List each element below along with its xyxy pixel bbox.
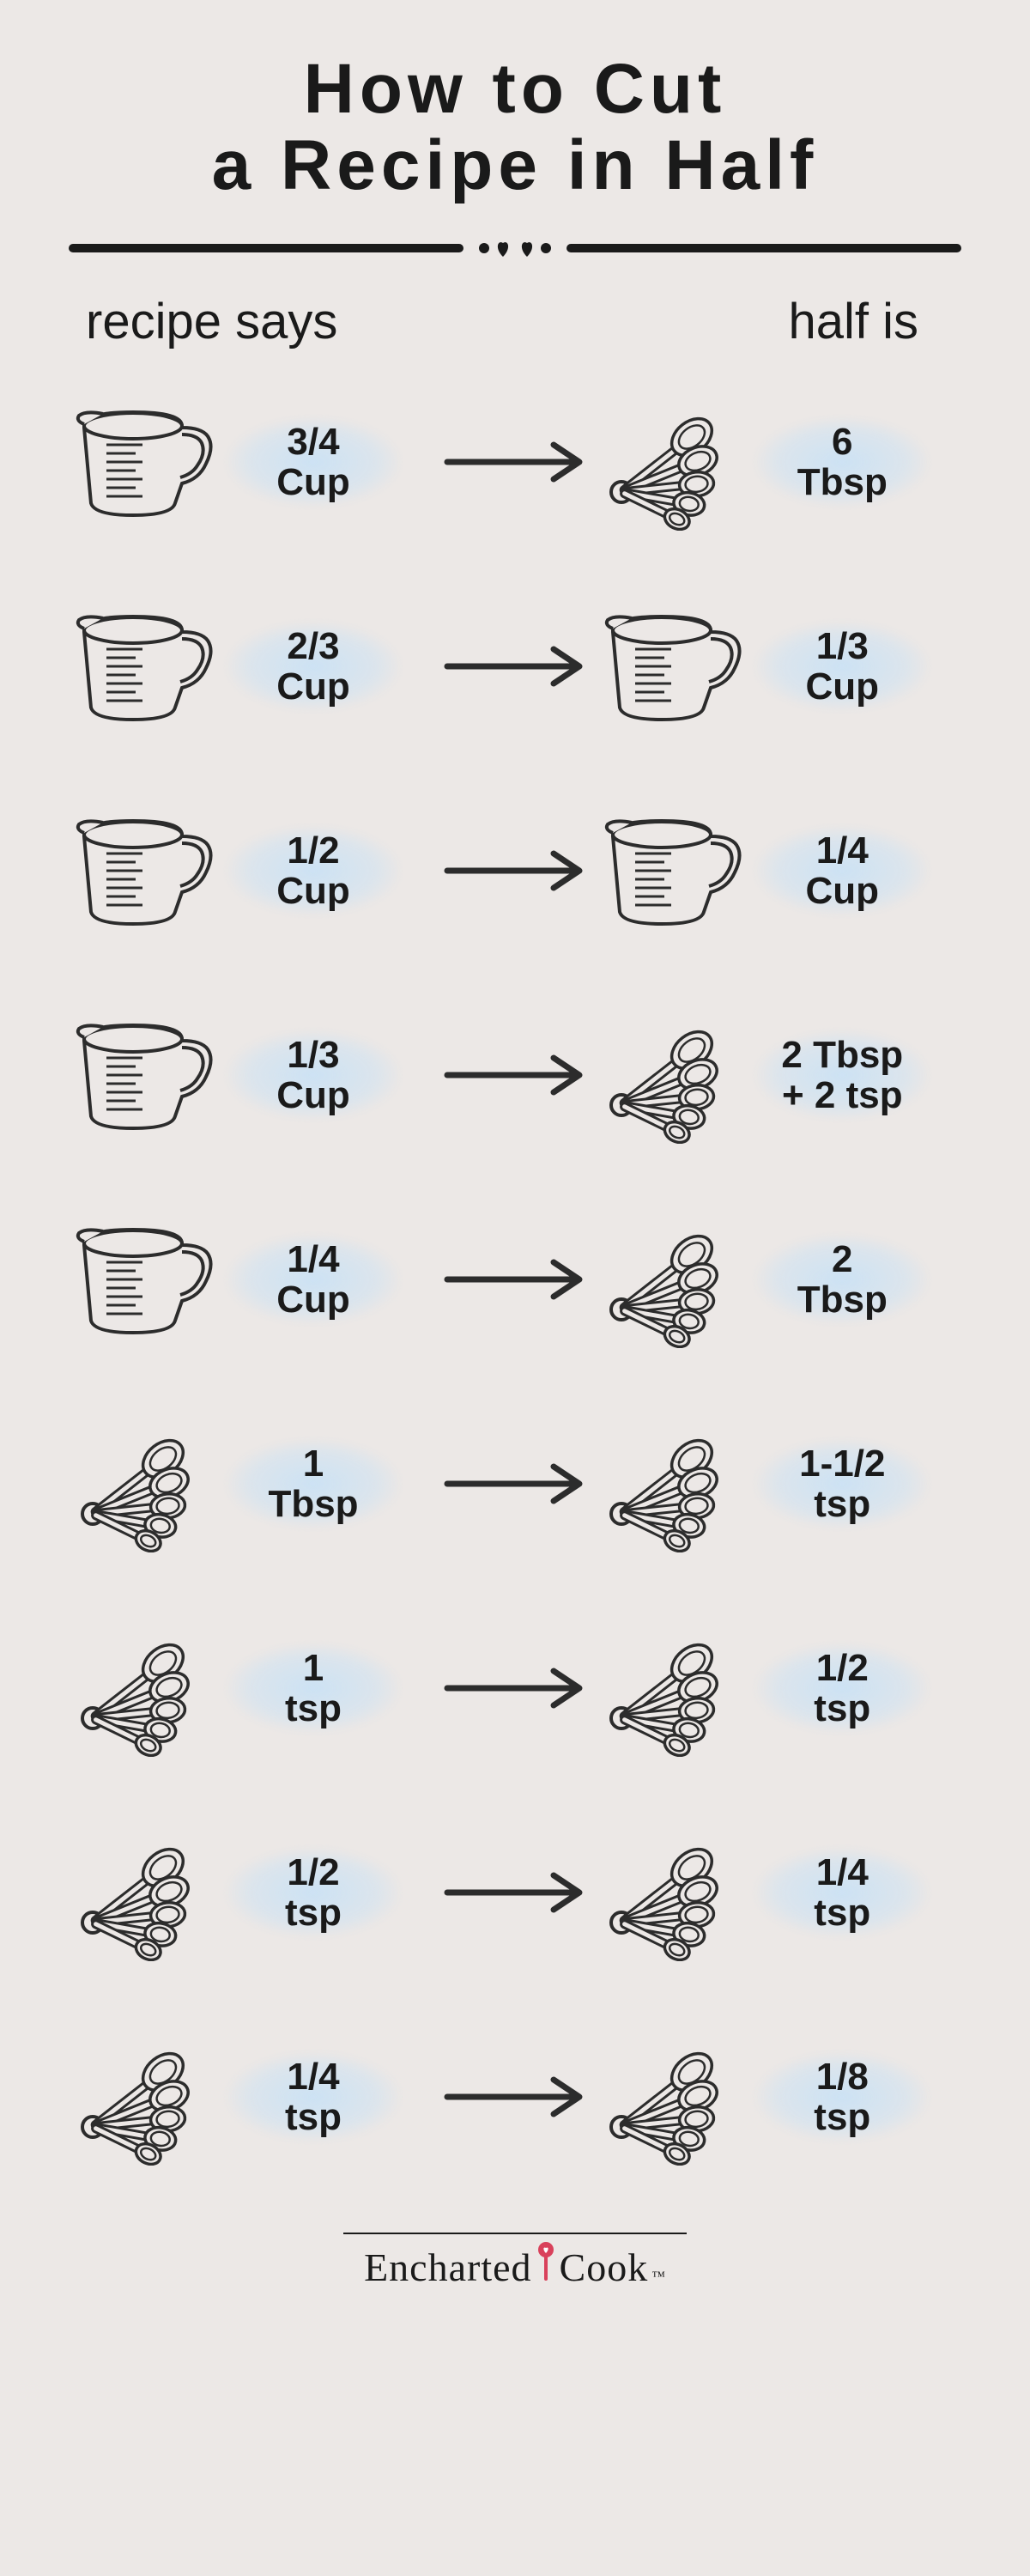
conversion-row: 1 Tbsp 1-1/2 tsp [60, 1415, 970, 1552]
from-label: 3/4 Cup [215, 402, 412, 522]
to-cell: 6 Tbsp [597, 393, 961, 531]
measuring-cup-icon [69, 1006, 223, 1144]
conversion-row: 1/2 Cup 1/4 Cup [60, 802, 970, 939]
logo-left: Encharted [364, 2245, 531, 2290]
measuring-spoons-icon [597, 1619, 752, 1757]
measuring-cup-icon [69, 802, 223, 939]
conversion-row: 1 tsp 1/2 tsp [60, 1619, 970, 1757]
from-label: 1/3 Cup [215, 1015, 412, 1135]
from-cell: 1 Tbsp [69, 1415, 433, 1552]
pin-icon [536, 2241, 556, 2282]
heart-icon [493, 238, 513, 258]
measuring-spoons-icon [597, 1006, 752, 1144]
title-line-2: a Recipe in Half [60, 128, 970, 204]
divider-hearts [464, 238, 566, 258]
to-label: 1/4 Cup [743, 811, 941, 931]
column-headers: recipe says half is [60, 293, 970, 350]
to-label: 1/8 tsp [743, 2037, 941, 2157]
measuring-spoons-icon [69, 1415, 223, 1552]
to-cell: 1/3 Cup [597, 598, 961, 735]
arrow-icon [433, 1254, 598, 1305]
from-cell: 1/2 tsp [69, 1824, 433, 1961]
title-divider [69, 238, 961, 258]
measuring-spoons-icon [597, 1824, 752, 1961]
to-cell: 1-1/2 tsp [597, 1415, 961, 1552]
to-cell: 2 Tbsp + 2 tsp [597, 1006, 961, 1144]
arrow-icon [433, 845, 598, 896]
conversion-row: 1/4 tsp 1/8 tsp [60, 2028, 970, 2166]
to-cell: 2 Tbsp [597, 1211, 961, 1348]
conversion-row: 2/3 Cup 1/3 Cup [60, 598, 970, 735]
from-cell: 2/3 Cup [69, 598, 433, 735]
heart-icon [517, 238, 537, 258]
from-cell: 1/3 Cup [69, 1006, 433, 1144]
conversion-row: 3/4 Cup 6 Tbsp [60, 393, 970, 531]
measuring-cup-icon [69, 598, 223, 735]
divider-bar-right [566, 244, 961, 252]
conversion-rows: 3/4 Cup 6 Tbsp 2/3 Cup 1/3 Cup 1/2 Cup 1/4 Cu… [60, 393, 970, 2166]
header-left: recipe says [86, 293, 337, 350]
logo-text: Encharted Cook ™ [364, 2239, 666, 2290]
from-label: 1/2 Cup [215, 811, 412, 931]
measuring-cup-icon [597, 802, 752, 939]
measuring-spoons-icon [597, 2028, 752, 2166]
brand-logo: Encharted Cook ™ [60, 2233, 970, 2290]
from-label: 1/2 tsp [215, 1832, 412, 1953]
measuring-cup-icon [69, 1211, 223, 1348]
conversion-row: 1/4 Cup 2 Tbsp [60, 1211, 970, 1348]
from-cell: 1/2 Cup [69, 802, 433, 939]
from-cell: 3/4 Cup [69, 393, 433, 531]
measuring-spoons-icon [69, 1824, 223, 1961]
from-label: 1 tsp [215, 1628, 412, 1748]
arrow-icon [433, 1458, 598, 1510]
logo-trademark: ™ [651, 2269, 666, 2285]
to-cell: 1/4 tsp [597, 1824, 961, 1961]
to-label: 1/4 tsp [743, 1832, 941, 1953]
measuring-spoons-icon [69, 1619, 223, 1757]
to-label: 2 Tbsp [743, 1219, 941, 1340]
arrow-icon [433, 1049, 598, 1101]
arrow-icon [433, 641, 598, 692]
logo-divider [343, 2233, 687, 2234]
from-label: 1/4 Cup [215, 1219, 412, 1340]
to-label: 1/3 Cup [743, 606, 941, 726]
measuring-cup-icon [597, 598, 752, 735]
from-cell: 1/4 Cup [69, 1211, 433, 1348]
from-label: 2/3 Cup [215, 606, 412, 726]
to-cell: 1/2 tsp [597, 1619, 961, 1757]
arrow-icon [433, 1662, 598, 1714]
to-cell: 1/4 Cup [597, 802, 961, 939]
measuring-spoons-icon [69, 2028, 223, 2166]
measuring-spoons-icon [597, 1211, 752, 1348]
measuring-spoons-icon [597, 393, 752, 531]
title-line-1: How to Cut [60, 52, 970, 128]
measuring-cup-icon [69, 393, 223, 531]
conversion-row: 1/2 tsp 1/4 tsp [60, 1824, 970, 1961]
arrow-icon [433, 2071, 598, 2123]
conversion-row: 1/3 Cup 2 Tbsp + 2 tsp [60, 1006, 970, 1144]
header-right: half is [788, 293, 918, 350]
infographic: How to Cut a Recipe in Half recipe says … [0, 0, 1030, 2316]
from-label: 1/4 tsp [215, 2037, 412, 2157]
from-cell: 1 tsp [69, 1619, 433, 1757]
measuring-spoons-icon [597, 1415, 752, 1552]
arrow-icon [433, 1867, 598, 1918]
divider-bar-left [69, 244, 464, 252]
logo-right: Cook [560, 2245, 649, 2290]
to-label: 2 Tbsp + 2 tsp [743, 1015, 941, 1135]
from-label: 1 Tbsp [215, 1424, 412, 1544]
arrow-icon [433, 436, 598, 488]
to-cell: 1/8 tsp [597, 2028, 961, 2166]
to-label: 1-1/2 tsp [743, 1424, 941, 1544]
from-cell: 1/4 tsp [69, 2028, 433, 2166]
to-label: 6 Tbsp [743, 402, 941, 522]
to-label: 1/2 tsp [743, 1628, 941, 1748]
page-title: How to Cut a Recipe in Half [60, 52, 970, 204]
